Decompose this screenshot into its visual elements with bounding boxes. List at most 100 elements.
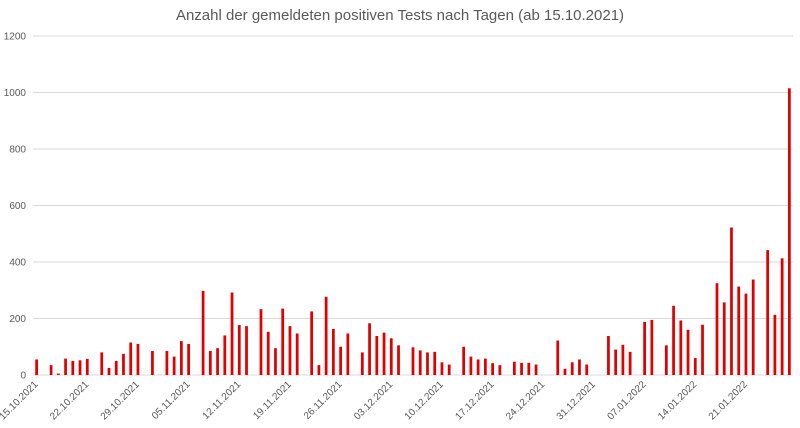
bar — [621, 344, 625, 375]
x-tick-label: 15.10.2021 — [0, 379, 41, 422]
y-tick-label: 1200 — [4, 32, 27, 43]
bar — [578, 359, 581, 375]
bar — [71, 360, 75, 375]
x-tick-label: 24.12.2021 — [504, 379, 547, 422]
bar — [216, 348, 219, 375]
bar — [484, 358, 487, 375]
y-tick-label: 1000 — [4, 88, 27, 99]
bar — [701, 324, 704, 375]
bar — [469, 356, 473, 375]
bar — [237, 324, 241, 375]
bar — [107, 367, 111, 375]
bar — [722, 302, 726, 375]
bar — [187, 343, 190, 375]
bar — [686, 329, 690, 375]
bar — [570, 362, 574, 375]
bar — [715, 283, 719, 375]
bar — [607, 336, 610, 375]
bar — [259, 309, 263, 375]
bar — [563, 368, 567, 375]
bar — [295, 333, 299, 375]
bar — [346, 333, 350, 375]
bar — [766, 250, 770, 375]
bar — [129, 342, 133, 375]
bar — [201, 290, 205, 375]
bar — [122, 353, 125, 375]
bar — [245, 326, 248, 375]
bar — [310, 311, 314, 375]
bar — [360, 352, 364, 375]
y-tick-label: 0 — [20, 371, 26, 382]
bar — [165, 350, 169, 375]
x-tick-label: 14.01.2022 — [656, 379, 699, 422]
x-tick-label: 07.01.2022 — [605, 379, 648, 422]
x-tick-label: 21.01.2022 — [707, 379, 750, 422]
bar — [498, 365, 502, 375]
bar — [664, 345, 668, 375]
bar — [650, 319, 654, 375]
bar — [730, 227, 733, 375]
bar — [78, 360, 82, 375]
bar — [368, 323, 371, 375]
bar — [332, 328, 335, 375]
bar — [375, 336, 379, 375]
bar — [751, 279, 755, 375]
bar — [64, 358, 67, 375]
bar — [614, 349, 618, 375]
bar — [628, 351, 632, 375]
x-tick-label: 29.10.2021 — [99, 379, 142, 422]
bar — [447, 364, 451, 375]
x-tick-label: 03.12.2021 — [352, 379, 395, 422]
bar — [512, 361, 516, 375]
x-tick-label: 12.11.2021 — [201, 379, 244, 422]
bar — [324, 296, 328, 375]
bar — [737, 286, 741, 375]
bar — [397, 345, 400, 375]
x-tick-label: 05.11.2021 — [150, 379, 193, 422]
bar — [476, 359, 480, 375]
bar — [114, 360, 118, 375]
bar — [49, 365, 53, 375]
bar — [266, 331, 270, 375]
y-tick-label: 200 — [9, 314, 26, 325]
bar — [773, 314, 777, 375]
bar — [643, 321, 646, 375]
bar — [100, 352, 104, 375]
bar — [317, 365, 321, 375]
bar — [180, 341, 183, 375]
bar — [288, 326, 292, 375]
x-tick-label: 22.10.2021 — [48, 379, 91, 422]
bar — [151, 350, 154, 375]
x-tick-label: 17.12.2021 — [453, 379, 496, 422]
bar — [440, 362, 444, 375]
bar — [426, 352, 429, 375]
bar — [527, 362, 531, 375]
bar — [85, 358, 89, 375]
y-tick-label: 800 — [9, 145, 26, 156]
bar — [679, 320, 683, 375]
bar — [382, 332, 386, 375]
bar — [462, 346, 466, 375]
bar — [223, 335, 227, 375]
x-tick-label: 10.12.2021 — [403, 379, 446, 422]
y-tick-label: 600 — [9, 201, 26, 212]
bar — [35, 359, 38, 375]
bar — [491, 363, 494, 375]
bar — [585, 364, 589, 375]
bar — [693, 358, 697, 375]
x-tick-label: 31.12.2021 — [555, 379, 598, 422]
bar — [556, 340, 560, 375]
bar — [411, 347, 415, 375]
bar — [172, 356, 176, 375]
bar — [418, 350, 422, 375]
bar — [788, 88, 791, 375]
bar — [780, 258, 784, 375]
bar — [281, 308, 285, 375]
bar — [230, 292, 234, 375]
chart-title: Anzahl der gemeldeten positiven Tests na… — [176, 7, 624, 24]
bar — [56, 373, 60, 375]
bar — [744, 293, 748, 375]
bar — [433, 351, 437, 375]
